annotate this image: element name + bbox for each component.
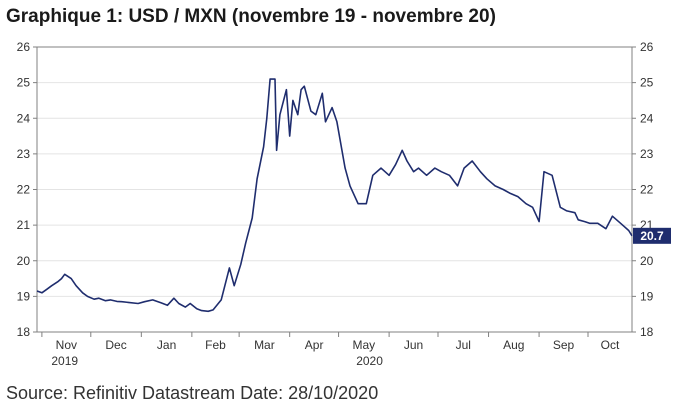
y-tick-label-right: 20 xyxy=(640,254,654,268)
x-tick-label: May xyxy=(353,338,376,352)
last-value-box xyxy=(633,227,671,244)
y-tick-label-left: 21 xyxy=(17,218,31,232)
y-tick-label-right: 18 xyxy=(640,325,654,339)
series-line xyxy=(36,78,633,313)
source-note: Source: Refinitiv Datastream Date: 28/10… xyxy=(6,383,379,403)
y-tick-label-left: 20 xyxy=(17,254,31,268)
y-tick-label-left: 19 xyxy=(17,289,31,303)
y-tick-label-right: 24 xyxy=(640,111,654,125)
y-tick-label-right: 22 xyxy=(640,183,654,197)
page-title: Graphique 1: USD / MXN (novembre 19 - no… xyxy=(6,6,496,27)
x-tick-label: Mar xyxy=(254,338,275,352)
y-tick-label-left: 18 xyxy=(17,325,31,339)
x-tick-label: Jun xyxy=(404,338,423,352)
y-tick-label-left: 23 xyxy=(17,147,31,161)
y-tick-label-right: 23 xyxy=(640,147,654,161)
x-tick-label: Oct xyxy=(601,338,620,352)
plot-frame xyxy=(36,46,633,333)
x-tick-label: Nov xyxy=(56,338,77,352)
y-tick-label-right: 26 xyxy=(640,40,654,54)
y-tick-label-left: 22 xyxy=(17,183,31,197)
y-tick-label-right: 25 xyxy=(640,76,654,90)
x-tick-label: Jan xyxy=(157,338,176,352)
last-value-badge: 20.7 xyxy=(633,227,671,244)
x-tick-label: Aug xyxy=(503,338,524,352)
x-tick-labels: Nov Dec Jan Feb Mar Apr May Jun Jul Aug Sep Oct 2019… xyxy=(51,338,620,368)
x-tick-label: Feb xyxy=(205,338,226,352)
y-tick-label-left: 25 xyxy=(17,76,31,90)
x-tick-label: Sep xyxy=(553,338,575,352)
last-value-label: 20.7 xyxy=(640,229,664,243)
y-tick-label-left: 26 xyxy=(17,40,31,54)
x-tick-label: Apr xyxy=(305,338,324,352)
x-tick-label: Dec xyxy=(105,338,126,352)
x-tick-label: Jul xyxy=(456,338,471,352)
y-tick-label-right: 19 xyxy=(640,289,654,303)
x-year-label: 2020 xyxy=(356,354,383,368)
gridlines xyxy=(37,82,632,297)
y-tick-label-left: 24 xyxy=(17,111,31,125)
x-year-label: 2019 xyxy=(51,354,78,368)
axes xyxy=(33,46,636,337)
